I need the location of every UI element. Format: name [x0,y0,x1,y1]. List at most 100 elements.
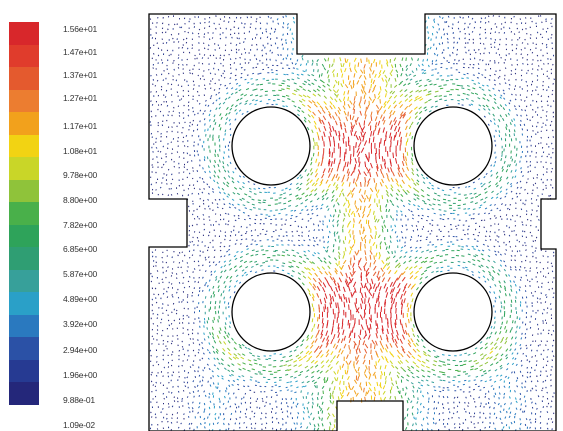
velocity-vector [534,369,536,372]
velocity-vector [210,224,212,226]
velocity-vector [422,59,424,62]
velocity-vector [488,235,491,238]
velocity-vector [451,416,453,419]
velocity-vector [547,332,550,335]
velocity-vector [155,141,157,144]
velocity-vector [529,37,532,39]
velocity-vector [396,385,399,390]
velocity-vector [306,337,310,342]
velocity-vector [311,392,314,396]
velocity-vector [295,215,298,218]
velocity-vector [247,385,250,387]
velocity-vector [522,352,525,355]
velocity-vector [508,234,511,237]
velocity-vector [180,26,183,29]
velocity-vector [281,100,285,103]
velocity-vector [224,212,227,215]
velocity-vector [231,369,235,373]
velocity-vector [401,224,404,228]
velocity-vector [393,117,397,122]
velocity-vector [316,396,319,401]
velocity-vector [219,127,222,131]
velocity-vector [503,280,506,284]
velocity-vector [177,63,180,66]
velocity-vector [214,49,216,51]
velocity-vector [363,354,366,359]
velocity-vector [353,167,356,173]
velocity-vector [413,265,418,269]
velocity-vector [421,360,426,364]
velocity-vector [223,70,226,72]
velocity-vector [192,342,195,344]
velocity-vector [205,258,207,261]
velocity-vector [266,36,269,39]
velocity-vector [228,245,231,247]
velocity-vector [332,126,335,132]
velocity-vector [531,209,534,211]
velocity-vector [319,408,323,412]
velocity-vector [381,178,384,184]
velocity-vector [304,365,309,369]
velocity-vector [490,164,493,167]
velocity-vector [341,177,345,183]
velocity-vector [399,184,403,189]
velocity-vector [466,93,470,96]
velocity-vector [379,335,383,341]
velocity-vector [514,320,516,324]
velocity-vector [472,38,474,41]
velocity-vector [376,218,380,223]
velocity-vector [342,254,345,259]
velocity-vector [516,385,519,388]
velocity-vector [375,361,377,366]
velocity-vector [257,371,262,373]
velocity-vector [326,349,330,354]
velocity-vector [363,369,367,374]
velocity-vector [501,321,504,325]
velocity-vector [369,67,372,72]
velocity-vector [230,92,234,96]
velocity-vector [326,406,330,411]
velocity-vector [346,392,350,397]
velocity-vector [409,90,414,94]
velocity-vector [468,104,471,106]
velocity-vector [236,378,240,381]
velocity-vector [211,78,214,80]
velocity-vector [408,199,411,203]
velocity-vector [481,74,484,76]
velocity-vector [226,163,229,167]
velocity-vector [329,214,332,218]
velocity-vector [332,319,335,326]
velocity-vector [342,192,345,197]
velocity-vector [390,187,394,192]
velocity-vector [340,338,344,344]
velocity-vector [282,26,284,29]
velocity-vector [394,338,398,344]
velocity-vector [299,174,302,177]
velocity-vector [325,359,330,364]
velocity-vector [167,314,169,316]
velocity-vector [228,202,231,205]
velocity-vector [354,64,356,69]
velocity-vector [485,104,489,108]
velocity-vector [399,338,403,344]
velocity-vector [220,265,223,269]
velocity-vector [347,111,349,117]
velocity-vector [290,265,294,268]
velocity-vector [471,270,474,273]
velocity-vector [196,90,199,93]
velocity-vector [245,100,249,103]
velocity-vector [214,82,217,85]
velocity-vector [395,292,398,298]
velocity-vector [311,82,315,86]
velocity-vector [394,343,399,349]
velocity-vector [495,361,499,365]
velocity-vector [508,240,511,243]
velocity-vector [509,218,512,221]
velocity-vector [445,20,448,24]
velocity-vector [213,270,217,273]
velocity-vector [484,239,487,242]
velocity-vector [246,110,249,113]
velocity-vector [304,194,309,198]
velocity-vector [208,119,211,122]
velocity-vector [381,228,384,233]
